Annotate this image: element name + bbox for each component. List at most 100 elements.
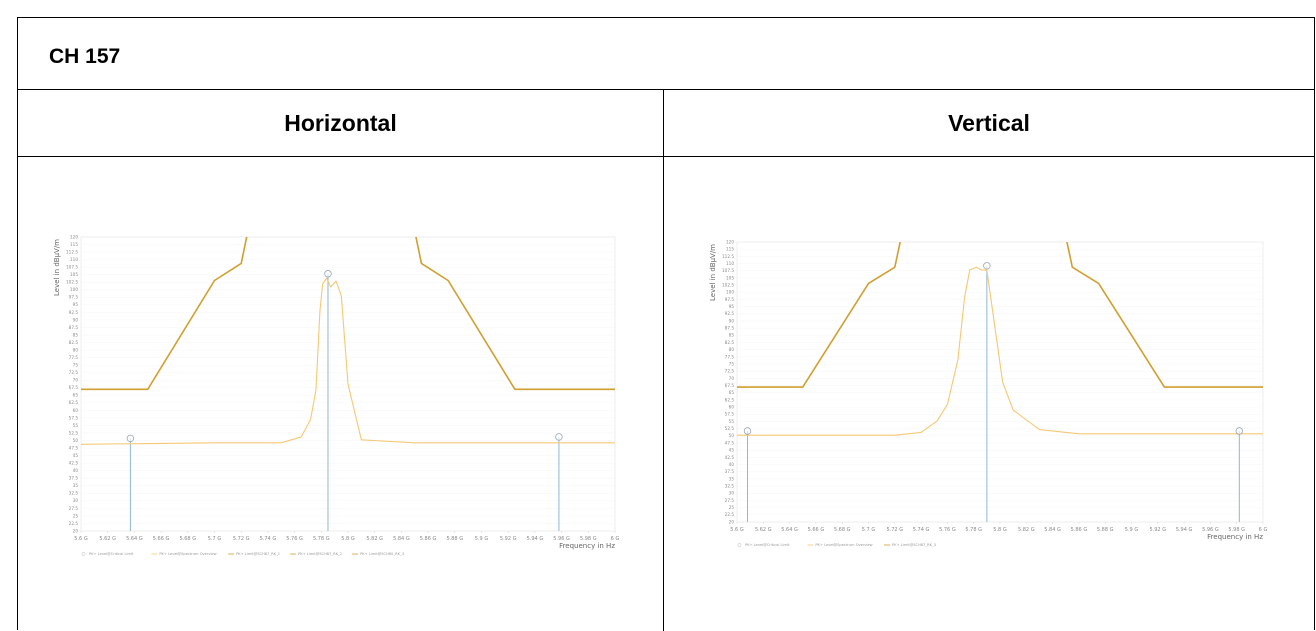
y-tick-label: 92.5 — [725, 311, 735, 316]
y-tick-label: 87.5 — [69, 325, 79, 330]
y-tick-label: 80 — [729, 347, 735, 352]
legend-item: PK+ Limit@SCH87_RK_3 — [884, 543, 936, 547]
y-tick-label: 105 — [70, 272, 78, 277]
legend-item: PK+ Level@Spectrum Overview — [151, 552, 217, 556]
marker-point — [1235, 427, 1244, 435]
x-tick-label: 5.78 G — [965, 527, 982, 533]
x-tick-label: 5.92 G — [500, 536, 517, 542]
y-tick-label: 60 — [73, 408, 79, 413]
svg-text:PK+ Limit@SCH87_RK_3: PK+ Limit@SCH87_RK_3 — [892, 543, 936, 547]
x-tick-label: 5.82 G — [1018, 527, 1035, 533]
y-tick-label: 30 — [729, 491, 735, 496]
y-tick-label: 95 — [73, 302, 79, 307]
column-divider — [663, 90, 664, 631]
x-tick-label: 5.9 G — [1125, 527, 1139, 533]
x-tick-label: 5.66 G — [808, 527, 825, 533]
x-tick-label: 5.7 G — [862, 527, 876, 533]
svg-text:PK+ Level@Spectrum Overview: PK+ Level@Spectrum Overview — [159, 552, 216, 556]
x-tick-label: 5.64 G — [126, 536, 143, 542]
y-tick-label: 107.5 — [66, 265, 78, 270]
x-tick-label: 5.76 G — [939, 527, 956, 533]
y-tick-label: 72.5 — [725, 369, 735, 374]
x-tick-label: 5.62 G — [99, 536, 116, 542]
svg-text:PK+ Level@Spectrum Overview: PK+ Level@Spectrum Overview — [815, 543, 872, 547]
y-tick-label: 35 — [73, 483, 79, 488]
y-tick-label: 37.5 — [69, 476, 79, 481]
y-tick-label: 115 — [70, 242, 78, 247]
column-header-vertical: Vertical — [948, 109, 1030, 136]
x-tick-label: 5.84 G — [1044, 527, 1061, 533]
svg-text:PK+ Limit@SCH87_RK_2: PK+ Limit@SCH87_RK_2 — [298, 552, 342, 556]
y-tick-label: 42.5 — [725, 455, 735, 460]
y-tick-label: 47.5 — [69, 445, 79, 450]
x-axis-title: Frequency in Hz — [559, 542, 615, 550]
y-tick-label: 87.5 — [725, 326, 735, 331]
y-tick-label: 57.5 — [69, 415, 79, 420]
legend-item: PK+ Level@Critical Limit — [737, 543, 790, 547]
y-tick-label: 82.5 — [725, 340, 735, 345]
y-tick-label: 45 — [73, 453, 79, 458]
y-tick-label: 65 — [73, 393, 79, 398]
x-tick-label: 5.7 G — [208, 536, 222, 542]
y-tick-label: 90 — [729, 318, 735, 323]
y-tick-label: 102.5 — [722, 282, 734, 287]
x-tick-label: 5.72 G — [886, 527, 903, 533]
y-tick-label: 85 — [729, 333, 735, 338]
y-tick-label: 40 — [729, 462, 735, 467]
svg-text:PK+ Limit@SCH87_RK_1: PK+ Limit@SCH87_RK_1 — [236, 552, 280, 556]
limit-line — [81, 237, 615, 391]
y-tick-label: 97.5 — [725, 297, 735, 302]
y-tick-label: 82.5 — [69, 340, 79, 345]
y-tick-label: 100 — [726, 290, 734, 295]
y-axis-title: Level in dBµV/m — [709, 244, 717, 301]
y-axis-title: Level in dBµV/m — [53, 239, 61, 296]
y-tick-label: 50 — [729, 433, 735, 438]
column-header-horizontal: Horizontal — [284, 109, 397, 136]
y-tick-label: 37.5 — [725, 469, 735, 474]
legend-item: PK+ Limit@SCH87_RK_1 — [228, 552, 280, 556]
chart-horizontal: 120 115 112.5 110 107.5 105 102.5 100 97.5 95 92.5… — [25, 220, 625, 565]
x-tick-label: 5.74 G — [260, 536, 277, 542]
y-tick-label: 102.5 — [66, 280, 78, 285]
plot-area — [736, 241, 1264, 523]
x-tick-label: 5.98 G — [1228, 527, 1245, 533]
x-tick-label: 5.86 G — [1071, 527, 1088, 533]
y-tick-label: 22.5 — [725, 512, 735, 517]
y-tick-label: 62.5 — [725, 397, 735, 402]
x-tick-label: 5.72 G — [233, 536, 250, 542]
y-tick-label: 67.5 — [725, 383, 735, 388]
y-tick-label: 47.5 — [725, 440, 735, 445]
y-tick-label: 120 — [726, 239, 734, 244]
y-tick-label: 97.5 — [69, 295, 79, 300]
svg-text:PK+ Level@Critical Limit: PK+ Level@Critical Limit — [745, 543, 790, 547]
y-tick-label: 27.5 — [725, 498, 735, 503]
y-tick-label: 57.5 — [725, 412, 735, 417]
x-tick-label: 5.74 G — [913, 527, 930, 533]
y-tick-label: 75 — [729, 361, 735, 366]
y-tick-label: 40 — [73, 468, 79, 473]
x-tick-label: 5.9 G — [475, 536, 489, 542]
y-tick-label: 32.5 — [69, 491, 79, 496]
channel-title: CH 157 — [49, 45, 121, 68]
marker-point — [126, 434, 135, 443]
x-tick-label: 5.78 G — [313, 536, 330, 542]
y-tick-label: 110 — [726, 261, 734, 266]
y-tick-label: 22.5 — [69, 521, 79, 526]
y-tick-label: 50 — [73, 438, 79, 443]
y-tick-label: 20 — [729, 519, 735, 524]
y-tick-label: 52.5 — [69, 430, 79, 435]
marker-point — [743, 427, 752, 435]
legend-item: PK+ Limit@SCH80_RK_3 — [352, 552, 404, 556]
y-tick-label: 20 — [73, 528, 79, 533]
x-tick-label: 5.66 G — [153, 536, 170, 542]
x-tick-label: 5.88 G — [446, 536, 463, 542]
chart-vertical: 120 115 112.5 110 107.5 105 102.5 100 97.5 95 92.5… — [691, 228, 1273, 558]
y-tick-label: 112.5 — [66, 249, 78, 254]
y-tick-label: 80 — [73, 347, 79, 352]
measurement-trace — [737, 266, 1263, 436]
title-row: CH 157 — [18, 18, 1314, 90]
y-tick-label: 77.5 — [725, 354, 735, 359]
x-tick-label: 5.92 G — [1149, 527, 1166, 533]
x-tick-label: 5.8 G — [341, 536, 355, 542]
y-tick-label: 75 — [73, 363, 79, 368]
